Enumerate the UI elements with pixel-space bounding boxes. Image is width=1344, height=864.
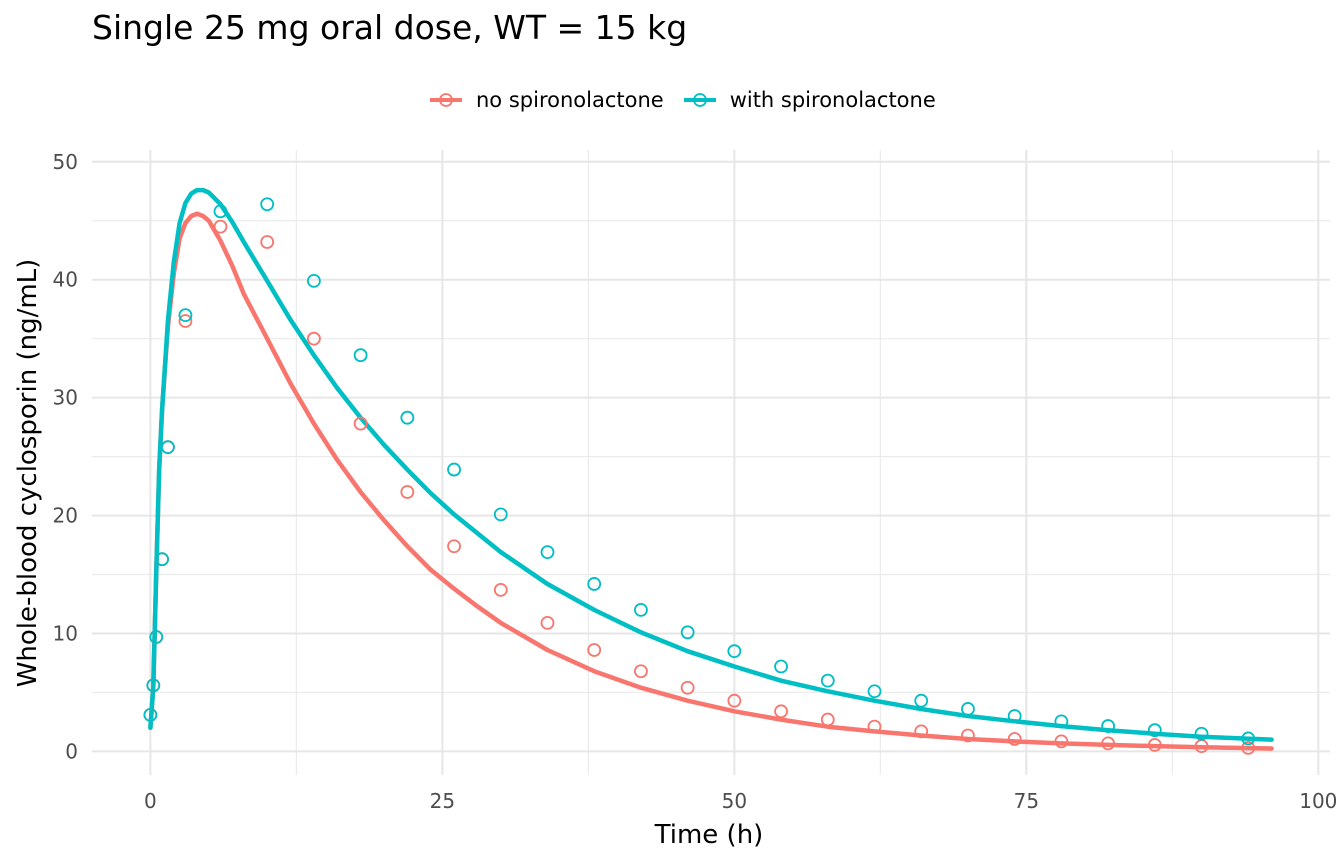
y-tick-label: 10	[53, 621, 78, 645]
data-point-with-spironolactone	[1007, 709, 1022, 723]
legend-label-with-spironolactone: with spironolactone	[729, 88, 936, 112]
data-point-with-spironolactone	[867, 684, 882, 699]
data-point-no-spironolactone	[540, 615, 555, 630]
legend-key-no-spironolactone	[430, 93, 462, 107]
data-point-with-spironolactone	[400, 410, 415, 425]
data-point-no-spironolactone	[1007, 732, 1022, 746]
y-axis-ticks: 0 10 20 30 40 50	[53, 150, 78, 764]
data-point-no-spironolactone	[634, 664, 648, 679]
data-point-with-spironolactone	[161, 440, 175, 455]
data-point-no-spironolactone	[213, 219, 228, 234]
data-point-with-spironolactone	[587, 577, 602, 591]
data-point-no-spironolactone	[1241, 740, 1256, 755]
data-point-no-spironolactone	[493, 582, 508, 597]
legend: no spironolactone with spironolactone	[428, 86, 954, 114]
data-point-no-spironolactone	[353, 416, 368, 431]
data-point-with-spironolactone	[727, 644, 742, 659]
series-line-with-spironolactone	[148, 187, 1274, 742]
data-point-with-spironolactone	[493, 507, 508, 522]
data-point-no-spironolactone	[587, 643, 602, 657]
data-point-with-spironolactone	[1147, 723, 1162, 738]
series-lines	[148, 187, 1274, 751]
x-axis-ticks: 0 25 50 75 100	[144, 789, 1337, 813]
x-tick-label: 100	[1299, 789, 1337, 813]
data-point-no-spironolactone	[1054, 734, 1069, 749]
data-point-no-spironolactone	[820, 712, 835, 727]
data-point-with-spironolactone	[143, 707, 158, 722]
x-axis-label: Time (h)	[654, 820, 764, 850]
data-point-with-spironolactone	[307, 273, 321, 288]
data-point-no-spironolactone	[260, 235, 275, 249]
grid-minor	[92, 150, 1330, 775]
data-point-with-spironolactone	[447, 462, 461, 477]
y-tick-label: 40	[53, 268, 78, 292]
data-point-with-spironolactone	[149, 630, 164, 644]
data-point-no-spironolactone	[680, 680, 695, 695]
y-tick-label: 20	[53, 504, 78, 528]
grid-major	[92, 150, 1330, 775]
data-point-no-spironolactone	[867, 719, 882, 734]
data-point-with-spironolactone	[353, 348, 368, 363]
data-point-with-spironolactone	[961, 702, 975, 716]
data-point-with-spironolactone	[540, 545, 555, 560]
data-point-with-spironolactone	[146, 678, 161, 693]
data-point-with-spironolactone	[155, 552, 169, 567]
x-tick-label: 75	[1014, 789, 1039, 813]
data-point-with-spironolactone	[1194, 726, 1209, 741]
data-point-with-spironolactone	[1054, 714, 1069, 729]
series-line-no-spironolactone	[148, 211, 1274, 751]
y-axis-label: Whole-blood cyclosporin (ng/mL)	[13, 259, 43, 688]
data-point-with-spironolactone	[820, 673, 835, 688]
legend-item-with-spironolactone: with spironolactone	[682, 86, 936, 114]
data-point-with-spironolactone	[1101, 719, 1115, 733]
series-points	[143, 197, 1256, 755]
chart-title: Single 25 mg oral dose, WT = 15 kg	[92, 8, 688, 47]
legend-label-no-spironolactone: no spironolactone	[476, 88, 664, 112]
data-point-with-spironolactone	[260, 197, 275, 212]
data-point-no-spironolactone	[400, 485, 415, 499]
data-point-with-spironolactone	[914, 693, 929, 708]
data-point-no-spironolactone	[961, 728, 975, 743]
y-tick-label: 50	[53, 150, 78, 174]
data-point-no-spironolactone	[774, 704, 788, 719]
data-point-with-spironolactone	[774, 659, 788, 674]
data-point-no-spironolactone	[447, 539, 461, 554]
x-tick-label: 0	[144, 789, 157, 813]
x-tick-label: 50	[722, 789, 747, 813]
legend-key-with-spironolactone	[683, 93, 716, 107]
data-point-no-spironolactone	[307, 331, 321, 346]
data-point-with-spironolactone	[1241, 731, 1256, 746]
data-point-no-spironolactone	[178, 314, 193, 328]
data-point-no-spironolactone	[1147, 738, 1162, 752]
y-tick-label: 30	[53, 386, 78, 410]
data-point-no-spironolactone	[1101, 736, 1115, 751]
x-tick-label: 25	[430, 789, 455, 813]
data-point-no-spironolactone	[914, 724, 929, 739]
y-tick-label: 0	[65, 739, 78, 763]
data-point-with-spironolactone	[634, 603, 648, 617]
legend-item-no-spironolactone: no spironolactone	[428, 86, 664, 114]
data-point-with-spironolactone	[213, 204, 228, 219]
data-point-no-spironolactone	[727, 693, 742, 708]
data-point-with-spironolactone	[178, 308, 193, 322]
data-point-with-spironolactone	[680, 625, 695, 640]
